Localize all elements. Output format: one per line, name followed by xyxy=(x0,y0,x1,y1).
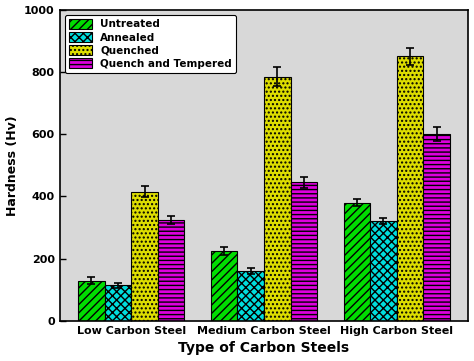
Y-axis label: Hardness (Hv): Hardness (Hv) xyxy=(6,115,18,216)
Bar xyxy=(105,285,131,321)
Bar xyxy=(397,56,423,321)
Bar xyxy=(78,280,105,321)
X-axis label: Type of Carbon Steels: Type of Carbon Steels xyxy=(178,342,350,356)
Bar xyxy=(211,251,237,321)
Bar xyxy=(131,192,158,321)
Bar xyxy=(158,220,184,321)
Bar xyxy=(291,182,317,321)
Bar xyxy=(344,203,370,321)
Bar xyxy=(237,271,264,321)
Bar xyxy=(423,134,450,321)
Legend: Untreated, Annealed, Quenched, Quench and Tempered: Untreated, Annealed, Quenched, Quench an… xyxy=(65,15,236,73)
Bar xyxy=(264,77,291,321)
Bar xyxy=(370,221,397,321)
